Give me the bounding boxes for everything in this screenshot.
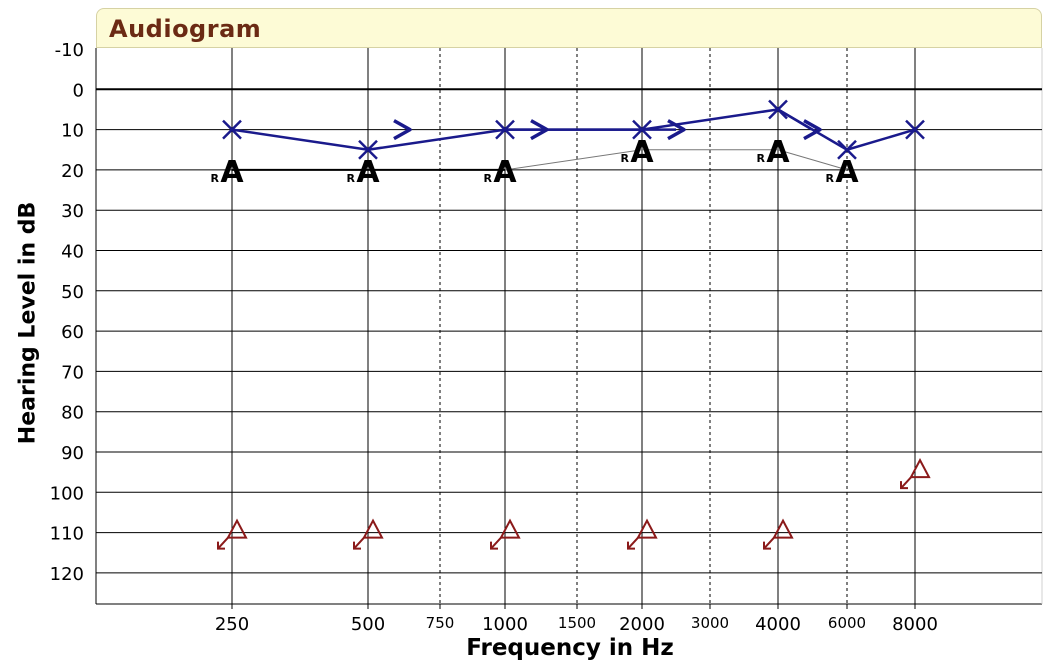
series-line-r [504, 149, 643, 171]
y-tick-label: 0 [73, 80, 84, 101]
a-marker-sub: R [826, 172, 835, 185]
no-response-arrowhead [900, 481, 908, 490]
a-marker: A [220, 155, 244, 190]
a-marker: A [356, 155, 380, 190]
x-tick-label: 4000 [755, 614, 801, 635]
chart-title: Audiogram [109, 15, 262, 43]
y-tick-label: 10 [61, 121, 84, 142]
series-line-r [777, 149, 848, 171]
no-response-arrowhead [490, 541, 498, 550]
x-tick-label-minor: 750 [426, 614, 455, 632]
no-response-arrowhead [627, 541, 635, 550]
a-marker-sub: R [757, 152, 766, 165]
no-response-arrowhead [217, 541, 225, 550]
y-tick-label: 80 [61, 403, 84, 424]
chevron-marker [803, 119, 822, 141]
x-tick-label: 1000 [482, 614, 528, 635]
x-tick-label: 8000 [892, 614, 938, 635]
title-bar: Audiogram [96, 8, 1042, 48]
x-marker [837, 139, 857, 160]
y-tick-label: 40 [61, 242, 84, 263]
a-marker: A [766, 135, 790, 170]
x-tick-label-minor: 6000 [828, 614, 866, 632]
y-tick-label: 70 [61, 362, 84, 383]
y-tick-label: 110 [50, 524, 84, 545]
a-marker-sub: R [484, 172, 493, 185]
y-tick-label: 120 [50, 564, 84, 585]
y-tick-label: 90 [61, 443, 84, 464]
y-tick-label: 100 [50, 483, 84, 504]
x-tick-label: 500 [351, 614, 385, 635]
x-tick-label-minor: 1500 [558, 614, 596, 632]
no-response-triangle [499, 518, 521, 539]
no-response-arrowhead [353, 541, 361, 550]
chevron-marker [667, 119, 686, 141]
x-tick-label: 250 [215, 614, 249, 635]
x-axis-label: Frequency in Hz [466, 635, 674, 661]
a-marker: A [835, 155, 859, 190]
x-tick-label-minor: 3000 [691, 614, 729, 632]
x-marker [222, 119, 242, 140]
a-marker-sub: R [347, 172, 356, 185]
a-marker: A [493, 155, 517, 190]
x-tick-label: 2000 [619, 614, 665, 635]
y-tick-label: 30 [61, 201, 84, 222]
no-response-arrowhead [763, 541, 771, 550]
chevron-connector [777, 108, 813, 131]
no-response-arrow [353, 535, 366, 550]
y-tick-label: 50 [61, 282, 84, 303]
no-response-triangle [362, 518, 384, 539]
no-response-arrow [217, 535, 230, 550]
no-response-triangle [226, 518, 248, 539]
y-axis-label: Hearing Level in dB [15, 201, 41, 445]
chevron-marker [393, 119, 412, 141]
no-response-triangle [636, 518, 658, 539]
y-tick-label: -10 [55, 40, 84, 61]
no-response-arrow [763, 535, 776, 550]
no-response-arrow [627, 535, 640, 550]
a-marker: A [630, 135, 654, 170]
a-marker-sub: R [621, 152, 630, 165]
no-response-arrow [900, 475, 913, 489]
no-response-triangle [772, 518, 794, 539]
x-marker [905, 119, 925, 140]
y-tick-label: 20 [61, 161, 84, 182]
a-marker-sub: R [211, 172, 220, 185]
no-response-arrow [490, 535, 503, 550]
no-response-triangle [909, 458, 931, 479]
y-tick-label: 60 [61, 322, 84, 343]
x-marker [358, 139, 378, 160]
